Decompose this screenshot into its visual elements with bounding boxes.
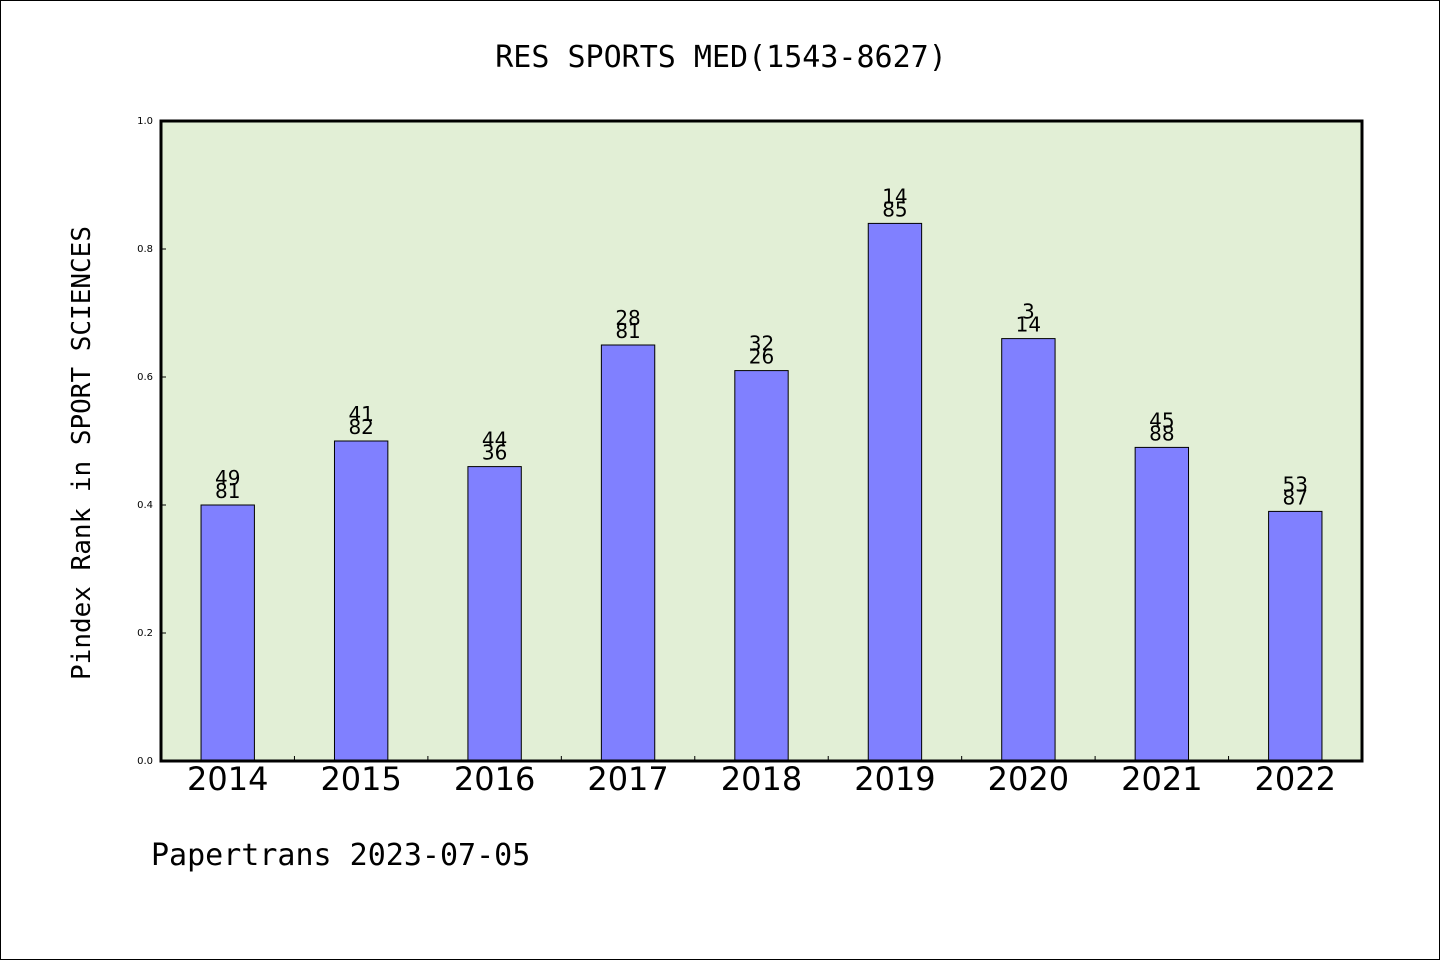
x-axis-labels-group: 2014 2015 2016 2017 2018 2019 2020 2021 2022 [187, 760, 1336, 798]
bar-label-top: 32 [749, 332, 774, 356]
bar-label-bottom: 81 [215, 479, 240, 503]
x-tick-label: 2015 [320, 760, 401, 798]
bar-label-bottom: 87 [1283, 485, 1308, 509]
bar-label-top: 49 [215, 466, 240, 490]
bar-2017 [600, 344, 656, 762]
bar-2022 [1268, 510, 1323, 762]
bar-label-top: 41 [348, 402, 373, 426]
bar-label-top: 44 [482, 428, 507, 452]
x-tick-label: 2019 [854, 760, 935, 798]
bar-label-top: 53 [1283, 472, 1308, 496]
bar-label-top: 28 [615, 306, 640, 330]
bar-label-bottom: 14 [1016, 313, 1041, 337]
bars-group [200, 222, 1323, 762]
bar-label-bottom: 82 [348, 415, 373, 439]
footer-credit: Papertrans 2023-07-05 [151, 838, 530, 873]
x-tick-label: 2021 [1121, 760, 1202, 798]
x-tick-label: 2016 [454, 760, 535, 798]
bar-label-bottom: 85 [882, 197, 907, 221]
bar-label-bottom: 26 [749, 345, 774, 369]
x-tick-label: 2014 [187, 760, 268, 798]
y-tick-label: 0.6 [137, 372, 153, 383]
y-tick-label: 1.0 [137, 116, 153, 127]
chart-title: RES SPORTS MED(1543-8627) [495, 40, 947, 75]
y-tick-label: 0.8 [137, 244, 153, 255]
y-tick-label: 0.2 [137, 628, 153, 639]
y-tick-label: 0.4 [137, 500, 153, 511]
bar-2018 [734, 370, 789, 762]
y-axis-label: Pindex Rank in SPORT SCIENCES [67, 226, 97, 680]
bar-label-top: 45 [1149, 408, 1174, 432]
bar-2015 [333, 440, 389, 762]
bar-2016 [467, 466, 522, 762]
bar-2014 [200, 504, 255, 762]
x-tick-label: 2022 [1255, 760, 1336, 798]
plot-border [159, 119, 1364, 763]
bar-2019 [867, 222, 923, 762]
x-tick-label: 2018 [721, 760, 802, 798]
bar-label-bottom: 81 [615, 319, 640, 343]
bar-label-bottom: 36 [482, 441, 507, 465]
x-tick-label: 2017 [587, 760, 668, 798]
bar-2020 [1001, 338, 1056, 762]
y-tick-label: 0.0 [137, 756, 153, 767]
bar-label-top: 14 [882, 184, 907, 208]
bar-2021 [1134, 446, 1190, 762]
x-tick-label: 2020 [988, 760, 1069, 798]
bar-label-bottom: 88 [1149, 421, 1174, 445]
bar-label-top: 3 [1022, 300, 1035, 324]
